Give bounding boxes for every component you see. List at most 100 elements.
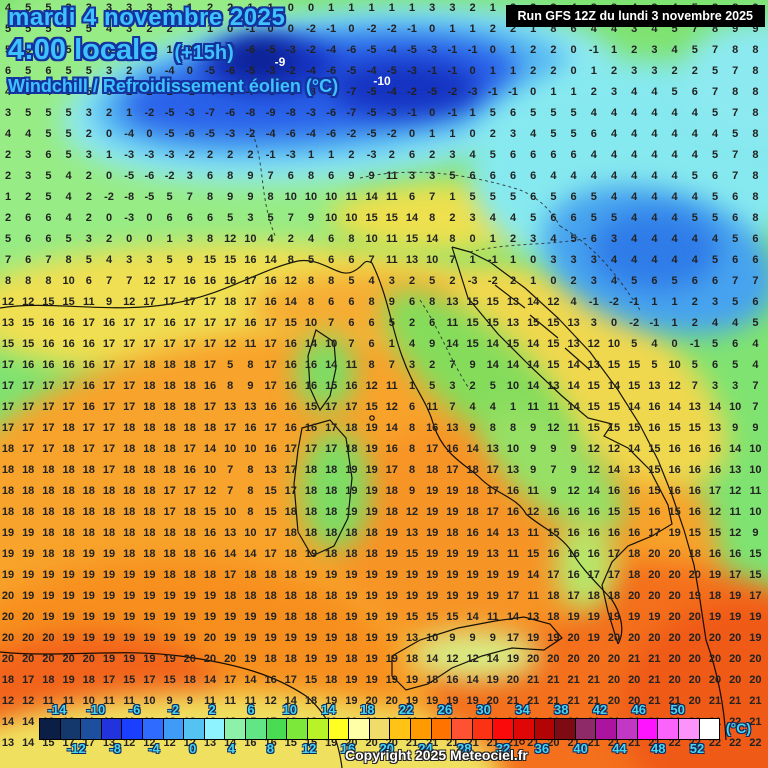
windchill-value: 10 <box>244 233 257 245</box>
colorbar-cell <box>574 718 597 740</box>
windchill-value: 1 <box>105 149 113 161</box>
windchill-value: 19 <box>203 611 217 623</box>
windchill-value: 18 <box>123 506 136 518</box>
windchill-value: 5 <box>4 23 12 35</box>
windchill-value: 11 <box>567 422 580 434</box>
windchill-value: 17 <box>42 401 55 413</box>
windchill-value: 9 <box>166 695 173 707</box>
windchill-value: 16 <box>668 464 681 476</box>
windchill-value: 5 <box>711 65 719 77</box>
windchill-value: 6 <box>752 254 759 266</box>
windchill-value: 17 <box>567 590 580 602</box>
windchill-value: 17 <box>62 380 75 392</box>
windchill-value: 15 <box>385 212 398 224</box>
windchill-value: -4 <box>205 86 215 98</box>
windchill-value: -3 <box>386 107 397 119</box>
windchill-value: 20 <box>628 674 641 686</box>
windchill-value: 9 <box>227 191 234 203</box>
windchill-value: 6 <box>570 212 577 224</box>
windchill-value: 21 <box>587 674 600 686</box>
value-grid-row: 12 12 11 11 10 11 11 10 9 9 11 11 11 12 14 18 19 19 20 20 19… <box>0 694 768 708</box>
windchill-value: 15 <box>284 737 297 749</box>
windchill-value: 18 <box>163 548 176 560</box>
windchill-value: -1 <box>447 65 458 77</box>
windchill-value: 4 <box>651 86 658 98</box>
windchill-value: 20 <box>1 590 15 602</box>
windchill-value: 9 <box>752 23 759 35</box>
windchill-value: 10 <box>325 212 338 224</box>
windchill-value: 12 <box>587 464 600 476</box>
windchill-value: 19 <box>385 527 398 539</box>
windchill-value: 5 <box>25 2 32 14</box>
windchill-value: 6 <box>328 233 335 245</box>
windchill-value: 2 <box>489 23 496 35</box>
windchill-value: 14 <box>486 527 499 539</box>
windchill-value: 19 <box>183 632 196 644</box>
field-blob <box>225 40 295 75</box>
windchill-value: 6 <box>45 65 52 77</box>
windchill-value: 20 <box>1 632 15 644</box>
windchill-value: 11 <box>385 233 398 245</box>
windchill-value: 15 <box>405 611 419 623</box>
windchill-value: 20 <box>607 695 621 707</box>
windchill-value: 19 <box>365 443 378 455</box>
windchill-value: 17 <box>325 401 338 413</box>
windchill-value: 7 <box>449 254 456 266</box>
windchill-value: 1 <box>247 2 254 14</box>
windchill-value: 1 <box>328 2 335 14</box>
windchill-value: -2 <box>487 275 498 287</box>
windchill-value: 6 <box>711 275 719 287</box>
windchill-value: 5 <box>752 317 759 329</box>
windchill-value: 19 <box>345 674 358 686</box>
windchill-value: 13 <box>244 401 257 413</box>
windchill-value: 14 <box>264 254 277 266</box>
windchill-value: 20 <box>62 653 75 665</box>
windchill-value: 2 <box>85 128 92 140</box>
windchill-value: 5 <box>267 212 274 224</box>
windchill-value: 17 <box>163 338 176 350</box>
windchill-value: 18 <box>325 527 338 539</box>
windchill-value: 17 <box>385 464 398 476</box>
windchill-value: 10 <box>749 464 762 476</box>
windchill-value: 3 <box>105 65 113 77</box>
windchill-value: 19 <box>82 632 95 644</box>
windchill-value: 18 <box>203 422 217 434</box>
windchill-value: 16 <box>244 737 257 749</box>
windchill-value: 14 <box>628 401 641 413</box>
windchill-value: 15 <box>587 422 600 434</box>
windchill-value: 18 <box>82 674 95 686</box>
windchill-value: 1 <box>509 65 517 77</box>
windchill-value: 9 <box>489 632 496 644</box>
windchill-value: -7 <box>205 107 215 119</box>
windchill-value: 18 <box>1 506 15 518</box>
windchill-value: 17 <box>42 422 55 434</box>
windchill-value: 18 <box>42 506 55 518</box>
field-blob <box>410 630 540 680</box>
sicily <box>391 616 563 691</box>
windchill-value: 3 <box>25 170 32 182</box>
windchill-value: 18 <box>62 443 75 455</box>
windchill-value: 0 <box>307 2 315 14</box>
windchill-value: 14 <box>224 737 237 749</box>
windchill-value: 6 <box>530 191 537 203</box>
windchill-value: 6 <box>25 254 32 266</box>
windchill-value: 1 <box>590 65 597 77</box>
windchill-value: 10 <box>325 191 338 203</box>
colorbar-cell <box>616 718 638 740</box>
windchill-value: -5 <box>366 107 377 119</box>
windchill-value: 16 <box>648 506 661 518</box>
windchill-value: 5 <box>631 275 638 287</box>
windchill-value: 13 <box>102 737 116 749</box>
windchill-value: 12 <box>143 275 156 287</box>
windchill-value: 3 <box>408 359 416 371</box>
windchill-value: 4 <box>590 107 597 119</box>
windchill-value: 17 <box>486 506 499 518</box>
windchill-value: 1 <box>550 86 557 98</box>
windchill-value: 4 <box>610 170 618 182</box>
windchill-value: 18 <box>708 590 722 602</box>
windchill-value: 12 <box>284 275 297 287</box>
windchill-value: 17 <box>123 317 136 329</box>
windchill-value: 18 <box>123 422 136 434</box>
windchill-value: 8 <box>449 233 456 245</box>
windchill-value: 4 <box>610 23 618 35</box>
